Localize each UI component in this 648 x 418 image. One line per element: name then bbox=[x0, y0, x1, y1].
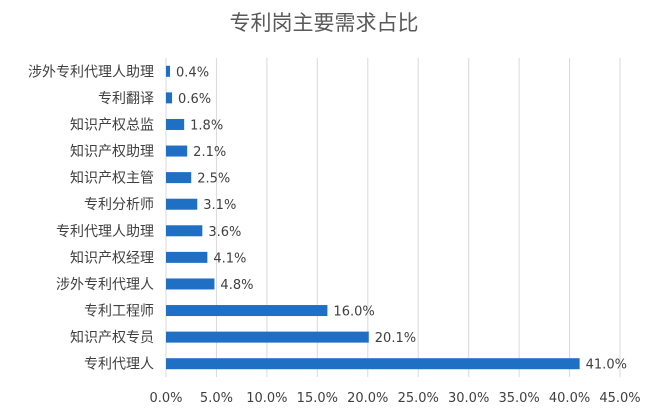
category-label: 涉外专利代理人 bbox=[56, 277, 154, 293]
data-label: 16.0% bbox=[333, 305, 374, 320]
x-tick-label: 25.0% bbox=[398, 391, 439, 406]
x-axis-tick-labels: 0.0% 5.0% 10.0% 15.0% 20.0% 25.0% 30.0% 35.0% 40… bbox=[149, 391, 640, 406]
category-label: 专利翻译 bbox=[98, 91, 154, 107]
category-label: 知识产权专员 bbox=[70, 329, 154, 346]
data-label: 3.1% bbox=[203, 198, 236, 213]
data-label: 41.0% bbox=[586, 358, 627, 373]
bar bbox=[166, 118, 185, 130]
bar bbox=[166, 278, 215, 290]
x-tick-label: 15.0% bbox=[297, 391, 338, 406]
gridlines bbox=[165, 58, 621, 377]
x-tick-label: 20.0% bbox=[347, 391, 388, 406]
bar bbox=[166, 92, 173, 104]
data-label: 20.1% bbox=[375, 331, 416, 346]
x-tick-label: 30.0% bbox=[448, 391, 489, 406]
bar bbox=[166, 65, 171, 77]
category-labels: 涉外专利代理人助理专利翻译知识产权总监知识产权助理知识产权主管专利分析师专利代理… bbox=[28, 64, 154, 372]
data-label: 2.1% bbox=[193, 145, 226, 160]
x-tick-label: 5.0% bbox=[200, 391, 233, 406]
bars bbox=[166, 65, 580, 370]
chart-title: 专利岗主要需求占比 bbox=[230, 11, 419, 35]
data-label: 4.8% bbox=[220, 278, 253, 293]
data-labels: 0.4% 0.6% 1.8% 2.1% 2.5% 3.1% 3.6% 4.1% 4.8% 16.0… bbox=[176, 65, 627, 372]
x-tick-label: 35.0% bbox=[498, 391, 539, 406]
category-label: 涉外专利代理人助理 bbox=[28, 64, 154, 80]
category-label: 知识产权总监 bbox=[70, 116, 154, 133]
bar bbox=[166, 305, 328, 317]
category-label: 知识产权经理 bbox=[70, 249, 154, 266]
category-label: 专利代理人助理 bbox=[56, 224, 154, 240]
data-label: 4.1% bbox=[213, 251, 246, 266]
data-label: 3.6% bbox=[208, 225, 241, 240]
bar bbox=[166, 251, 208, 263]
category-label: 专利工程师 bbox=[84, 304, 154, 320]
x-tick-label: 40.0% bbox=[549, 391, 590, 406]
category-label: 专利分析师 bbox=[84, 197, 154, 213]
bar bbox=[166, 225, 203, 237]
x-tick-label: 10.0% bbox=[246, 391, 287, 406]
category-label: 知识产权主管 bbox=[70, 170, 154, 187]
data-label: 0.4% bbox=[176, 65, 209, 80]
data-label: 1.8% bbox=[190, 118, 223, 133]
data-label: 2.5% bbox=[197, 172, 230, 187]
bar bbox=[166, 198, 198, 210]
category-label: 专利代理人 bbox=[84, 357, 154, 373]
x-tick-label: 45.0% bbox=[599, 391, 640, 406]
x-tick-label: 0.0% bbox=[149, 391, 182, 406]
bar bbox=[166, 331, 369, 343]
bar bbox=[166, 145, 188, 157]
bar bbox=[166, 172, 192, 184]
data-label: 0.6% bbox=[178, 92, 211, 107]
bar bbox=[166, 358, 580, 370]
category-label: 知识产权助理 bbox=[70, 143, 154, 160]
